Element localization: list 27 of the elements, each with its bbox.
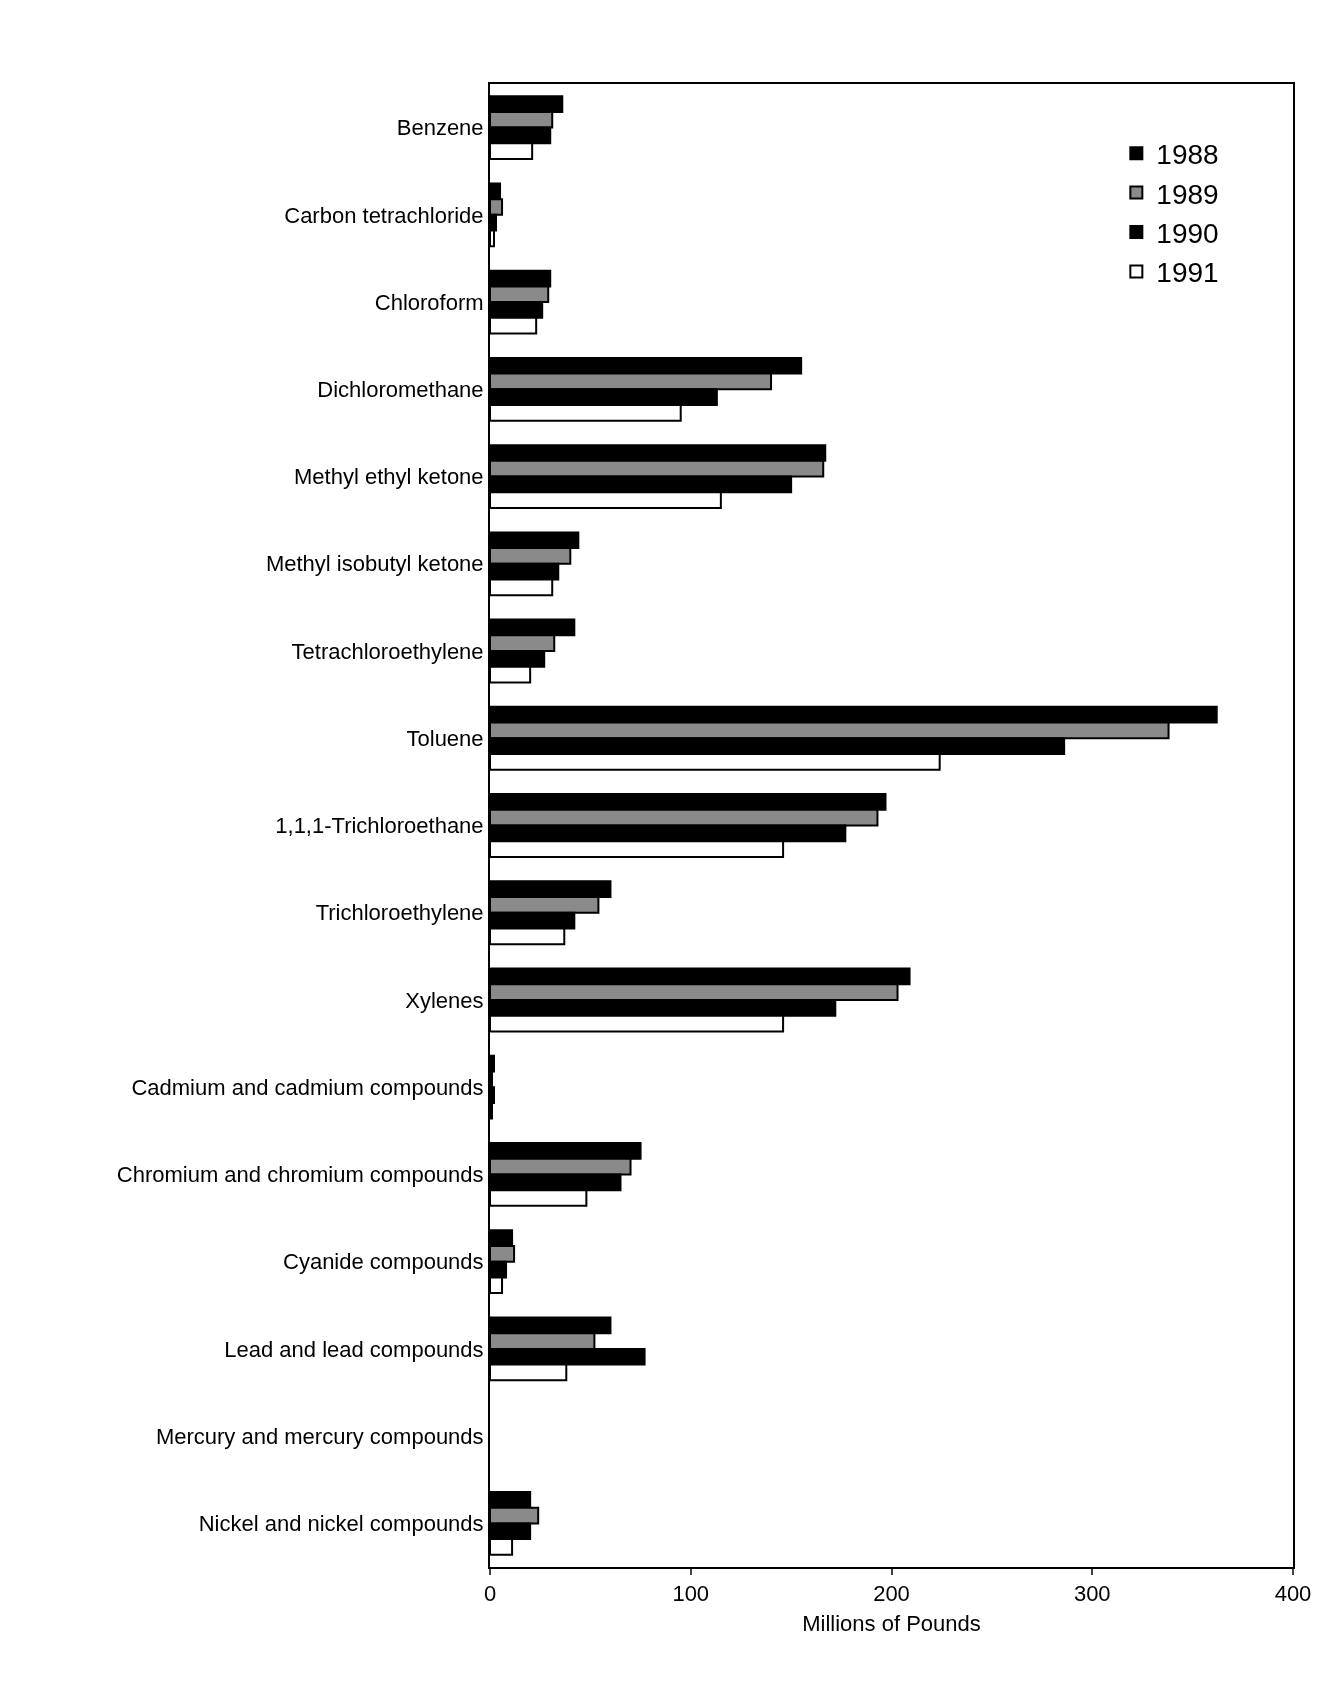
x-tick-label: 200 bbox=[873, 1581, 910, 1607]
y-tick-label: Benzene bbox=[396, 115, 484, 141]
legend-label: 1988 bbox=[1156, 139, 1219, 171]
y-tick-label: Chromium and chromium compounds bbox=[116, 1162, 484, 1188]
legend-label: 1990 bbox=[1156, 217, 1219, 249]
x-axis-title: Millions of Pounds bbox=[802, 1610, 981, 1636]
y-tick-label: Nickel and nickel compounds bbox=[198, 1511, 484, 1537]
legend-label: 1989 bbox=[1156, 178, 1219, 210]
y-tick-label: Cadmium and cadmium compounds bbox=[131, 1074, 484, 1100]
y-tick-label: Cyanide compounds bbox=[283, 1249, 484, 1275]
x-tick-label: 0 bbox=[483, 1581, 497, 1607]
x-tick-label: 300 bbox=[1073, 1581, 1111, 1607]
y-tick-label: Carbon tetrachloride bbox=[284, 202, 484, 228]
y-tick-label: Mercury and mercury compounds bbox=[155, 1423, 484, 1449]
y-tick-label: Chloroform bbox=[374, 289, 484, 315]
y-tick-label: Dichloromethane bbox=[317, 377, 484, 403]
y-tick-label: Lead and lead compounds bbox=[224, 1336, 484, 1362]
legend-label: 1991 bbox=[1156, 257, 1219, 289]
y-tick-label: Trichloroethylene bbox=[315, 900, 484, 926]
y-tick-label: Tetrachloroethylene bbox=[291, 638, 484, 664]
x-tick-label: 400 bbox=[1274, 1581, 1312, 1607]
y-tick-label: Methyl ethyl ketone bbox=[294, 464, 484, 490]
x-tick-label: 100 bbox=[672, 1581, 710, 1607]
y-tick-label: 1,1,1-Trichloroethane bbox=[275, 813, 484, 839]
y-tick-label: Methyl isobutyl ketone bbox=[265, 551, 484, 577]
y-tick-label: Xylenes bbox=[405, 987, 484, 1013]
y-tick-label: Toluene bbox=[406, 725, 484, 751]
